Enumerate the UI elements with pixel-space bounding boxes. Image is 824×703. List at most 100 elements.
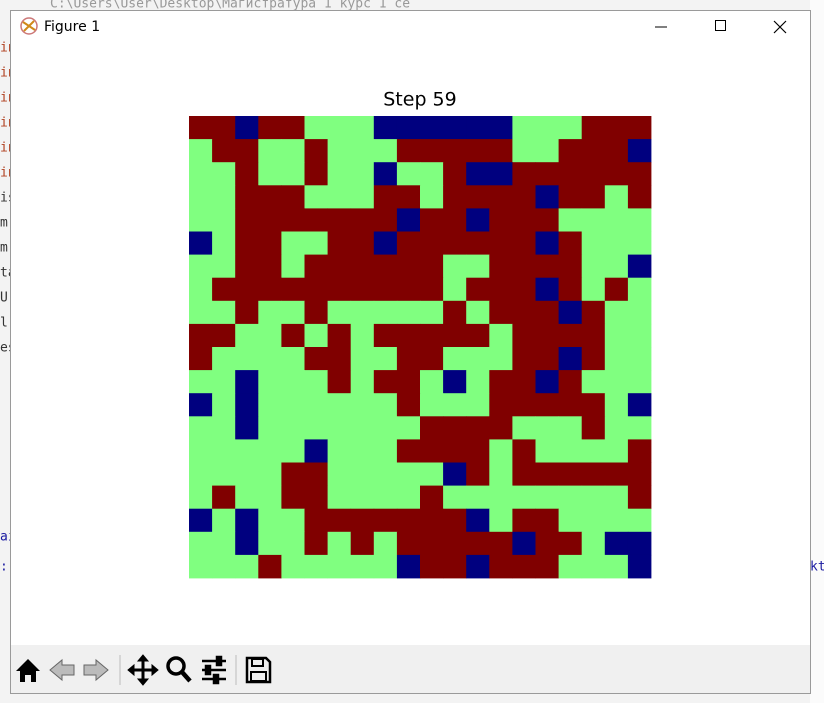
cell <box>235 554 259 579</box>
cell <box>466 370 490 394</box>
cell <box>489 347 513 371</box>
cell <box>350 485 375 510</box>
cell <box>489 185 513 209</box>
cell <box>512 231 536 255</box>
cell <box>581 162 606 186</box>
cell <box>604 554 629 579</box>
close-button[interactable] <box>773 20 787 34</box>
cell <box>189 162 213 186</box>
back-button[interactable] <box>49 658 75 682</box>
cell <box>396 300 421 325</box>
cell <box>212 185 236 209</box>
cell <box>535 416 559 440</box>
cell <box>373 485 398 510</box>
cell <box>443 323 467 348</box>
cell <box>304 508 328 533</box>
cell <box>581 277 606 302</box>
cell <box>466 300 490 325</box>
cell <box>258 439 282 463</box>
pan-button[interactable] <box>127 654 159 686</box>
cell <box>512 116 536 140</box>
cell <box>258 393 282 417</box>
cell <box>489 116 513 140</box>
cell <box>558 185 583 209</box>
cell <box>489 231 513 255</box>
cell <box>189 231 213 255</box>
cell <box>212 485 236 510</box>
cell <box>443 208 467 232</box>
cell <box>235 393 259 417</box>
configure-button[interactable] <box>202 655 226 685</box>
cell <box>350 300 375 325</box>
cell <box>258 462 282 486</box>
cell <box>558 554 583 579</box>
cell <box>396 254 421 279</box>
cell <box>466 462 490 486</box>
cell <box>535 485 559 510</box>
cell <box>281 508 305 533</box>
cell <box>627 554 652 579</box>
cell <box>281 116 305 140</box>
cell <box>373 185 398 209</box>
maximize-button[interactable] <box>715 20 726 31</box>
cell <box>512 370 536 394</box>
cell <box>512 485 536 510</box>
zoom-button[interactable] <box>166 656 192 683</box>
cell <box>373 323 398 348</box>
cell <box>212 416 236 440</box>
cell <box>581 116 606 140</box>
cell <box>581 531 606 556</box>
cell <box>420 462 444 486</box>
cell <box>512 139 536 163</box>
cell <box>512 416 536 440</box>
cell <box>258 416 282 440</box>
cell <box>396 531 421 556</box>
cell <box>212 231 236 255</box>
cell <box>373 254 398 279</box>
cell <box>558 162 583 186</box>
cell <box>420 254 444 279</box>
cell <box>443 393 467 417</box>
cell <box>466 416 490 440</box>
cell <box>627 508 652 533</box>
cell <box>443 300 467 325</box>
cell <box>327 300 352 325</box>
cell <box>627 531 652 556</box>
cell <box>466 277 490 302</box>
cell <box>535 139 559 163</box>
cell <box>350 370 375 394</box>
cell <box>396 277 421 302</box>
cell <box>535 462 559 486</box>
cell <box>396 439 421 463</box>
home-button[interactable] <box>16 659 40 682</box>
cell <box>604 323 629 348</box>
cell <box>396 416 421 440</box>
cell <box>558 116 583 140</box>
forward-button[interactable] <box>83 658 109 682</box>
cell <box>512 162 536 186</box>
figure-title: Step 59 <box>383 89 456 111</box>
cell <box>327 162 352 186</box>
cell <box>466 439 490 463</box>
cell <box>396 370 421 394</box>
cell <box>535 162 559 186</box>
cell <box>443 277 467 302</box>
cell <box>281 323 305 348</box>
cell <box>327 439 352 463</box>
cell <box>258 508 282 533</box>
cell <box>327 208 352 232</box>
save-button[interactable] <box>245 656 272 684</box>
cell <box>443 508 467 533</box>
cell <box>304 462 328 486</box>
cell <box>281 185 305 209</box>
cell <box>327 508 352 533</box>
background-code: m <box>0 216 8 231</box>
cell <box>443 485 467 510</box>
cell <box>281 254 305 279</box>
cell <box>558 462 583 486</box>
cell <box>304 139 328 163</box>
cell <box>304 485 328 510</box>
cell <box>373 554 398 579</box>
cell <box>373 208 398 232</box>
cell <box>327 116 352 140</box>
